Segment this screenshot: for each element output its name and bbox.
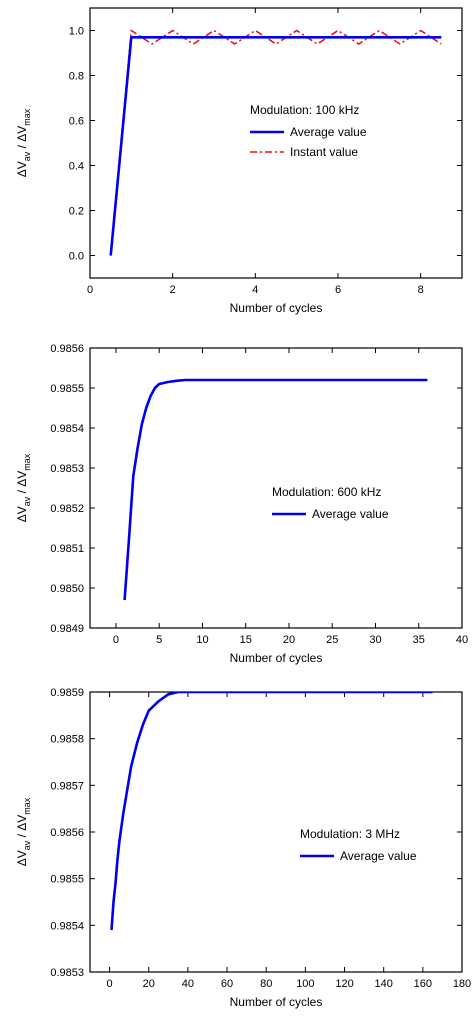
y-tick-label: 0.9851 <box>50 543 84 555</box>
y-axis-title-sub1: av <box>22 151 32 161</box>
y-axis-title-base: ΔV <box>15 850 29 866</box>
y-tick-label: 0.9853 <box>50 463 84 475</box>
x-tick-label: 35 <box>413 634 425 646</box>
legend-title: Modulation: 600 kHz <box>272 485 381 499</box>
x-axis-title: Number of cycles <box>230 995 323 1009</box>
x-axis-title: Number of cycles <box>230 651 323 665</box>
x-tick-label: 140 <box>375 978 393 990</box>
y-tick-label: 0.9857 <box>50 780 84 792</box>
y-axis-title: ΔVav / ΔVmax <box>15 108 32 177</box>
x-tick-label: 15 <box>240 634 252 646</box>
x-tick-label: 40 <box>456 634 468 646</box>
y-axis-title-sub2: max <box>22 108 32 126</box>
y-axis-title-mid: / ΔV <box>15 471 29 497</box>
x-tick-label: 4 <box>252 284 258 296</box>
x-tick-label: 2 <box>170 284 176 296</box>
chart-panel-1: 0 2 4 6 8 0.0 0.2 0.4 0.6 0.8 1.0 Number of cycles Δ… <box>15 7 463 315</box>
y-axis-title-mid: / ΔV <box>15 815 29 841</box>
legend-title: Modulation: 3 MHz <box>300 827 400 841</box>
y-tick-label: 0.9854 <box>50 920 84 932</box>
plot-frame <box>89 7 463 279</box>
y-tick-label: 0.9856 <box>50 827 84 839</box>
x-tick-label: 180 <box>453 978 471 990</box>
chart-panel-3: 0 20 40 60 80 100 120 140 160 180 0.9853 0.9854 0.98… <box>15 687 471 1009</box>
y-tick-label: 0.9853 <box>50 967 84 979</box>
plot-frame <box>89 691 463 973</box>
x-tick-label: 30 <box>369 634 381 646</box>
x-tick-label: 40 <box>182 978 194 990</box>
y-axis-title-base: ΔV <box>15 506 29 522</box>
legend-entry-label: Average value <box>290 125 367 139</box>
y-tick-label: 1.0 <box>69 26 84 38</box>
x-tick-label: 60 <box>221 978 233 990</box>
x-tick-label: 160 <box>414 978 432 990</box>
chart-panel-2: 0 5 10 15 20 25 30 35 40 0.9849 0.9850 0.9851 0.9852… <box>15 343 468 665</box>
y-axis-title-sub1: av <box>22 840 32 850</box>
y-tick-label: 0.9852 <box>50 503 84 515</box>
y-axis-title: ΔVav / ΔVmax <box>15 797 32 866</box>
y-tick-label: 0.9855 <box>50 383 84 395</box>
y-axis-title-mid: / ΔV <box>15 126 29 152</box>
y-axis-title: ΔVav / ΔVmax <box>15 453 32 522</box>
y-tick-label: 0.9858 <box>50 734 84 746</box>
y-axis-title-sub2: max <box>22 453 32 471</box>
y-axis-title-sub1: av <box>22 496 32 506</box>
x-tick-label: 0 <box>87 284 93 296</box>
y-tick-label: 0.6 <box>69 116 84 128</box>
x-tick-label: 8 <box>418 284 424 296</box>
x-tick-label: 120 <box>335 978 353 990</box>
y-tick-label: 0.9849 <box>50 623 84 635</box>
x-tick-label: 0 <box>107 978 113 990</box>
y-tick-label: 0.9856 <box>50 343 84 355</box>
x-tick-label: 25 <box>326 634 338 646</box>
y-tick-label: 0.8 <box>69 71 84 83</box>
y-tick-label: 0.9855 <box>50 874 84 886</box>
x-tick-label: 20 <box>283 634 295 646</box>
series-line-average-value <box>110 692 433 931</box>
legend-entry-label: Instant value <box>290 145 358 159</box>
y-tick-label: 0.9859 <box>50 687 84 699</box>
legend-entry-label: Average value <box>340 849 417 863</box>
y-tick-label: 0.2 <box>69 206 84 218</box>
y-tick-label: 0.4 <box>69 161 84 173</box>
y-axis-title-sub2: max <box>22 797 32 815</box>
x-tick-label: 100 <box>296 978 314 990</box>
series-line-average-value <box>109 35 442 256</box>
y-tick-label: 0.9854 <box>50 423 84 435</box>
x-tick-label: 6 <box>335 284 341 296</box>
y-tick-label: 0.0 <box>69 251 84 263</box>
x-axis-title: Number of cycles <box>230 301 323 315</box>
y-tick-label: 0.9850 <box>50 583 84 595</box>
legend-title: Modulation: 100 kHz <box>250 103 359 117</box>
series-line-average-value <box>123 378 428 601</box>
legend-entry-label: Average value <box>312 507 389 521</box>
x-tick-label: 0 <box>113 634 119 646</box>
x-tick-label: 10 <box>196 634 208 646</box>
x-tick-label: 80 <box>260 978 272 990</box>
plot-frame <box>89 347 463 629</box>
y-axis-title-base: ΔV <box>15 161 29 177</box>
x-tick-label: 5 <box>156 634 162 646</box>
x-tick-label: 20 <box>143 978 155 990</box>
series-line-instant-value <box>109 29 442 256</box>
